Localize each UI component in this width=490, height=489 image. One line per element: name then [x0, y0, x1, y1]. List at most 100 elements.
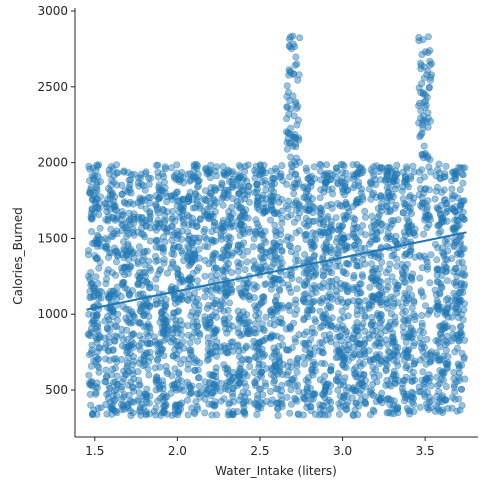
data-point	[442, 382, 450, 390]
data-point	[337, 239, 345, 247]
data-point	[117, 385, 125, 393]
data-point	[316, 160, 324, 168]
data-point	[274, 411, 282, 419]
data-point	[211, 219, 219, 227]
data-point	[124, 381, 132, 389]
data-point	[167, 164, 175, 172]
data-point	[213, 313, 221, 321]
data-point	[292, 206, 300, 214]
data-point	[319, 349, 327, 357]
data-point	[301, 251, 309, 259]
data-point	[458, 349, 466, 357]
data-point	[272, 306, 280, 314]
data-point	[201, 293, 209, 301]
data-point	[253, 181, 261, 189]
data-point	[225, 233, 233, 241]
data-point	[339, 378, 347, 386]
data-point	[93, 178, 101, 186]
data-point	[457, 322, 465, 330]
data-point	[316, 194, 324, 202]
data-point	[337, 233, 345, 241]
data-point	[306, 200, 314, 208]
data-point	[120, 198, 128, 206]
y-tick-label: 3000	[37, 4, 68, 18]
data-point	[173, 354, 181, 362]
data-point	[211, 249, 219, 257]
data-point	[406, 192, 414, 200]
data-point	[233, 198, 241, 206]
data-point	[252, 162, 260, 170]
data-point	[353, 198, 361, 206]
data-point	[103, 208, 111, 216]
data-point	[88, 205, 96, 213]
data-point	[191, 256, 199, 264]
data-point	[105, 333, 113, 341]
data-point	[431, 195, 439, 203]
data-point	[442, 346, 450, 354]
data-point	[341, 182, 349, 190]
data-point	[169, 336, 177, 344]
data-point	[323, 304, 331, 312]
data-point	[195, 245, 203, 253]
data-point	[350, 286, 358, 294]
data-point	[452, 281, 460, 289]
data-point	[393, 358, 401, 366]
data-point	[303, 310, 311, 318]
data-point	[402, 373, 410, 381]
data-point	[136, 306, 144, 314]
data-point	[168, 222, 176, 230]
data-point	[176, 317, 184, 325]
data-point	[328, 314, 336, 322]
data-point	[192, 191, 200, 199]
data-point	[320, 331, 328, 339]
data-point	[389, 302, 397, 310]
data-point	[91, 285, 99, 293]
data-point	[145, 371, 153, 379]
data-point	[113, 206, 121, 214]
data-point	[222, 256, 230, 264]
data-point	[123, 285, 131, 293]
data-point	[245, 225, 253, 233]
data-point	[235, 347, 243, 355]
data-point	[103, 236, 111, 244]
data-point	[208, 236, 216, 244]
data-point	[383, 184, 391, 192]
data-point	[353, 307, 361, 315]
data-point	[145, 174, 153, 182]
data-point	[154, 209, 162, 217]
data-point	[437, 227, 445, 235]
data-point	[95, 344, 103, 352]
data-point	[167, 192, 175, 200]
data-point	[300, 281, 308, 289]
data-point	[140, 323, 148, 331]
data-point	[141, 248, 149, 256]
data-point	[458, 385, 466, 393]
data-point	[225, 178, 233, 186]
data-point	[273, 399, 281, 407]
data-point	[85, 247, 93, 255]
data-point	[205, 385, 213, 393]
data-point	[85, 162, 93, 170]
data-point	[135, 243, 143, 251]
data-point	[459, 179, 467, 187]
data-point	[401, 289, 409, 297]
data-point	[426, 156, 434, 164]
data-point	[206, 166, 214, 174]
data-point	[365, 347, 373, 355]
data-point	[355, 351, 363, 359]
data-point	[110, 214, 118, 222]
data-point	[378, 258, 386, 266]
data-point	[353, 319, 361, 327]
data-point	[442, 268, 450, 276]
data-point	[419, 36, 427, 44]
data-point	[253, 339, 261, 347]
data-point	[278, 259, 286, 267]
data-point	[106, 187, 114, 195]
data-point	[443, 277, 451, 285]
data-point	[441, 195, 449, 203]
data-point	[283, 236, 291, 244]
data-point	[173, 329, 181, 337]
data-point	[419, 368, 427, 376]
data-point	[283, 115, 291, 123]
data-point	[109, 201, 117, 209]
